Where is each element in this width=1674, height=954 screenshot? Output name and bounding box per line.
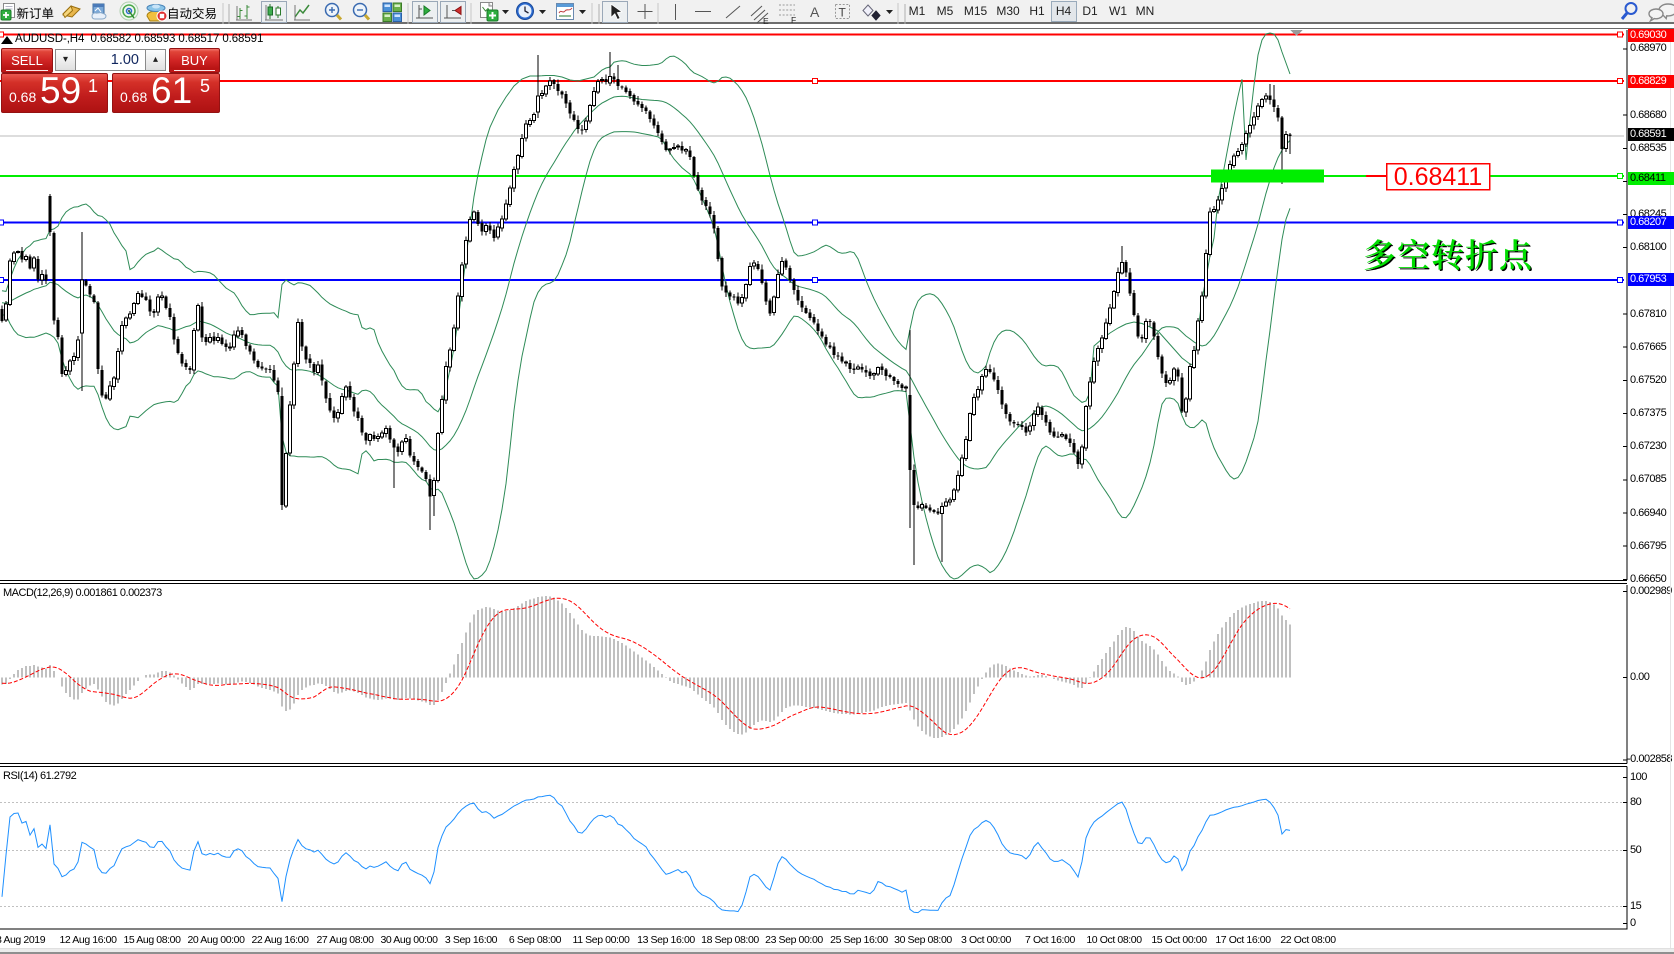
svg-text:E: E bbox=[763, 16, 769, 26]
svg-text:F: F bbox=[791, 15, 796, 25]
svg-text:T: T bbox=[839, 6, 847, 20]
svg-text:A: A bbox=[810, 4, 820, 20]
svg-text:0.68411: 0.68411 bbox=[1394, 163, 1483, 191]
